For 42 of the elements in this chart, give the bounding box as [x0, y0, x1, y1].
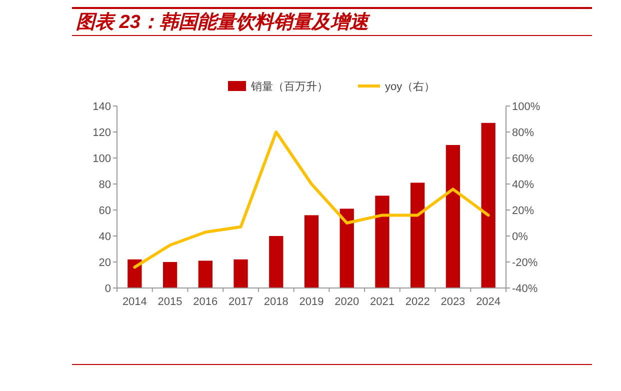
- bar: [162, 262, 178, 288]
- bar: [269, 236, 284, 288]
- x-tick-label: 2018: [264, 296, 288, 308]
- x-tick-label: 2022: [405, 296, 430, 308]
- y2-tick-label: 100%: [512, 101, 540, 113]
- legend-label: yoy（右）: [385, 81, 436, 93]
- y2-tick-label: -40%: [512, 283, 538, 295]
- bar: [375, 196, 390, 288]
- bar: [198, 260, 212, 288]
- legend-label: 销量（百万升）: [250, 80, 328, 93]
- y2-tick-label: 0%: [512, 231, 528, 243]
- x-tick-label: 2020: [334, 296, 360, 308]
- x-tick-label: 2014: [122, 296, 147, 308]
- x-tick-label: 2023: [440, 296, 466, 308]
- x-tick-label: 2021: [370, 296, 394, 308]
- x-tick-label: 2016: [193, 296, 218, 308]
- bar: [446, 145, 460, 288]
- y-tick-label: 100: [92, 153, 111, 165]
- x-tick-label: 2017: [228, 296, 254, 308]
- x-tick-label: 2024: [476, 296, 501, 308]
- y2-tick-label: 40%: [512, 179, 534, 191]
- bar: [304, 215, 319, 288]
- y-tick-label: 80: [98, 179, 111, 191]
- x-tick-label: 2015: [158, 296, 182, 308]
- bar: [234, 259, 248, 288]
- y-tick-label: 120: [92, 127, 111, 139]
- y2-tick-label: 60%: [512, 153, 534, 165]
- bar: [128, 259, 142, 288]
- line-series: [133, 130, 490, 269]
- y2-tick-label: 80%: [512, 127, 534, 139]
- x-tick-label: 2019: [299, 296, 324, 308]
- bar: [340, 208, 354, 288]
- y-tick-label: 0: [104, 283, 111, 295]
- y-tick-label: 60: [98, 205, 111, 217]
- y2-tick-label: -20%: [512, 257, 538, 269]
- y2-tick-label: 20%: [512, 205, 534, 217]
- chart-title: 图表 23：韩国能量饮料销量及增速: [76, 11, 370, 33]
- bar: [410, 182, 425, 288]
- y-tick-label: 20: [98, 257, 111, 269]
- y-tick-label: 40: [98, 231, 111, 243]
- y-tick-label: 140: [92, 101, 111, 113]
- bar: [481, 122, 496, 288]
